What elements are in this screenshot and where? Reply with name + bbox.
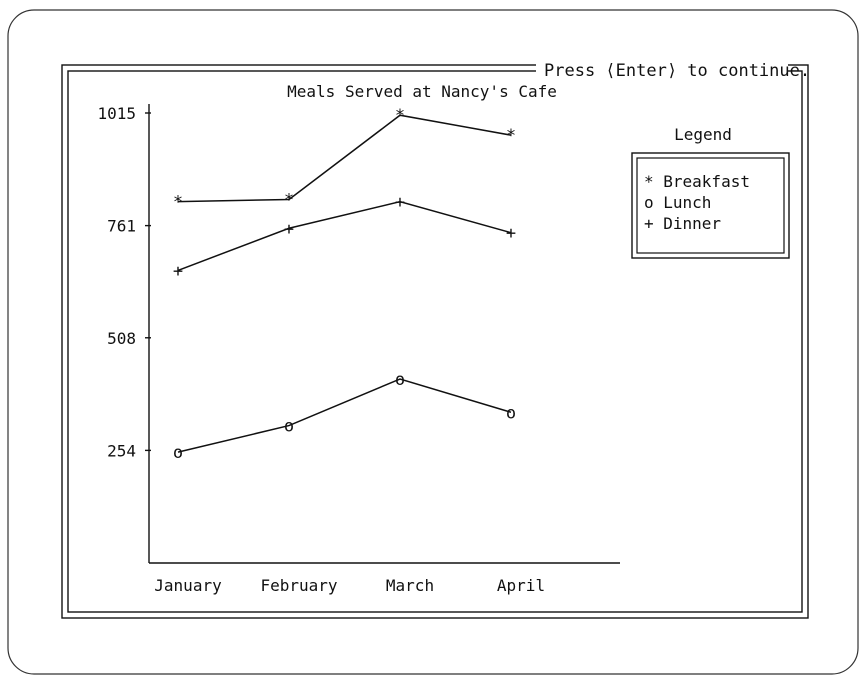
x-tick-label: January — [154, 576, 222, 595]
legend-entry-breakfast: * Breakfast — [644, 172, 750, 191]
y-tick-label: 508 — [107, 329, 136, 348]
legend-entry-dinner: + Dinner — [644, 214, 721, 233]
continue-prompt[interactable]: Press ⟨Enter⟩ to continue. — [544, 61, 810, 81]
legend-entry-lunch: o Lunch — [644, 193, 711, 212]
x-tick-labels: January February March April — [154, 576, 545, 595]
legend-inner-box — [636, 157, 785, 254]
data-point-breakfast: * — [173, 193, 183, 213]
outer-frame — [61, 64, 809, 619]
data-point-lunch: o — [395, 370, 405, 390]
x-tick-label: April — [497, 576, 545, 595]
y-ticks: 254 508 761 1015 — [97, 104, 151, 460]
inner-frame — [67, 70, 803, 613]
data-point-dinner: + — [173, 261, 183, 281]
data-point-dinner: + — [284, 219, 294, 239]
series-line-breakfast — [177, 114, 512, 203]
legend-outer-box — [631, 152, 790, 259]
y-tick-label: 1015 — [97, 104, 136, 123]
x-tick-label: March — [386, 576, 434, 595]
data-point-lunch: o — [173, 443, 183, 463]
data-point-breakfast: * — [284, 190, 294, 210]
series-lines: * * * * o o o o + + + + — [173, 106, 516, 463]
data-point-lunch: o — [506, 403, 516, 423]
data-point-dinner: + — [506, 224, 516, 244]
chart-title: Meals Served at Nancy's Cafe — [287, 82, 557, 101]
prompt-backdrop — [536, 56, 788, 80]
data-point-breakfast: * — [395, 106, 405, 126]
series-line-lunch — [177, 378, 512, 453]
x-tick-label: February — [260, 576, 337, 595]
legend-title: Legend — [674, 125, 732, 144]
monitor-bezel — [7, 9, 859, 675]
data-point-dinner: + — [395, 193, 405, 213]
y-tick-label: 761 — [107, 217, 136, 236]
data-point-breakfast: * — [506, 126, 516, 146]
y-tick-label: 254 — [107, 441, 136, 460]
series-line-dinner — [177, 200, 512, 272]
data-point-lunch: o — [284, 417, 294, 437]
